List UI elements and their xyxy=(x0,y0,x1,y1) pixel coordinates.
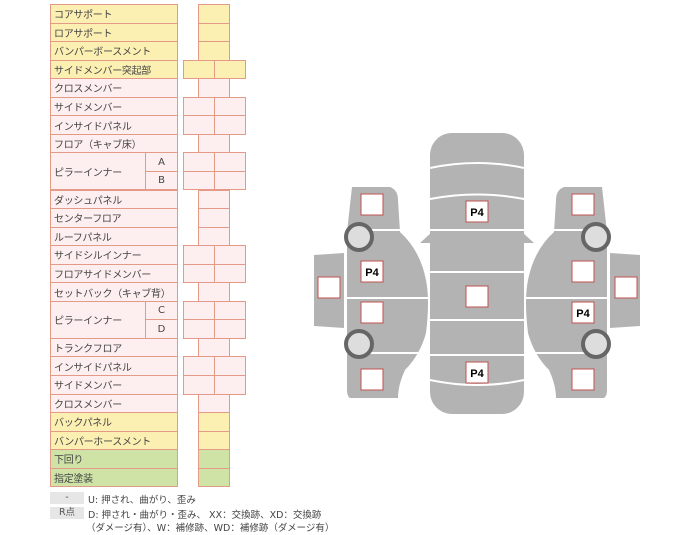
legend-key-dash: - xyxy=(50,492,84,504)
row-label: 指定塗装 xyxy=(50,467,178,488)
result-cell[interactable] xyxy=(214,170,246,191)
mark-right-rear-door[interactable]: P4 xyxy=(571,301,595,324)
legend-text-w: （ダメージ有）、W：補修跡、WD：補修跡（ダメージ有） xyxy=(86,523,335,534)
mark-value: P4 xyxy=(470,207,484,219)
mark-center-front[interactable]: P4 xyxy=(465,200,489,223)
result-cell[interactable] xyxy=(214,263,246,284)
legend-text-u: U: 押され、曲がり、歪み xyxy=(88,495,196,506)
mark-right-side-step[interactable] xyxy=(614,276,638,299)
result-cell[interactable] xyxy=(214,115,246,135)
result-cell[interactable] xyxy=(214,59,246,80)
mark-value: P4 xyxy=(470,368,484,380)
mark-value: P4 xyxy=(365,267,379,279)
mark-center-rear[interactable]: P4 xyxy=(465,361,489,384)
result-cell[interactable] xyxy=(214,319,246,339)
result-cell[interactable] xyxy=(214,375,246,395)
mark-right-front-fender[interactable] xyxy=(571,193,595,216)
legend-key-r: R点 xyxy=(50,507,84,519)
wheels xyxy=(344,222,611,359)
mark-left-rear-quarter[interactable] xyxy=(360,368,384,391)
legend-text-d: D: 押され・曲がり・歪み、 XX：交換跡、XD：交換跡 xyxy=(88,510,322,521)
row-label: ピラーインナー xyxy=(50,152,146,191)
mark-left-front-fender[interactable] xyxy=(360,193,384,216)
mark-left-side-step[interactable] xyxy=(317,276,341,299)
mark-value: P4 xyxy=(576,308,590,320)
mark-left-rear-door[interactable] xyxy=(360,301,384,324)
row-label: ピラーインナー xyxy=(50,300,146,339)
result-cell[interactable] xyxy=(198,467,230,488)
mark-left-front-door[interactable]: P4 xyxy=(360,260,384,283)
mark-center-middle[interactable] xyxy=(465,285,489,308)
mark-right-rear-quarter[interactable] xyxy=(571,368,595,391)
mark-right-front-door[interactable] xyxy=(571,260,595,283)
